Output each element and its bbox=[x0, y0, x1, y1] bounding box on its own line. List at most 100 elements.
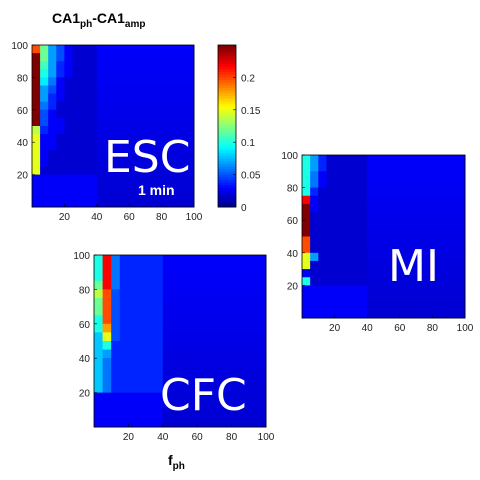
mi-heat-cell bbox=[342, 277, 352, 286]
mi-heat-cell bbox=[424, 244, 433, 254]
esc-heat-cell bbox=[104, 69, 114, 78]
esc-heat-cell bbox=[185, 150, 195, 159]
esc-heat-cell bbox=[121, 182, 130, 192]
cfc-heat-cell bbox=[188, 298, 198, 308]
esc-heat-cell bbox=[137, 53, 146, 62]
mi-heat-cell bbox=[448, 195, 458, 205]
mi-heat-cell bbox=[424, 269, 433, 278]
colorbar-segment bbox=[218, 66, 236, 70]
cfc-heat-cell bbox=[205, 375, 215, 385]
mi-heat-cell bbox=[383, 277, 393, 286]
cfc-heat-cell bbox=[231, 280, 241, 290]
mi-heat-cell bbox=[440, 301, 450, 311]
esc-heat-cell bbox=[72, 45, 82, 54]
esc-heat-cell bbox=[145, 93, 154, 103]
esc-heat-cell bbox=[96, 45, 106, 54]
colorbar-tick-label: 0.05 bbox=[241, 171, 261, 182]
mi-heat-cell bbox=[391, 252, 401, 262]
cfc-heat-cell bbox=[248, 358, 258, 368]
esc-heat-cell bbox=[64, 61, 73, 70]
cfc-heat-cell bbox=[180, 263, 190, 273]
cfc-heat-cell bbox=[248, 306, 258, 316]
mi-heat-cell bbox=[310, 187, 319, 197]
esc-heat-cell bbox=[32, 53, 41, 62]
mi-heat-cell bbox=[416, 309, 425, 319]
mi-heat-cell bbox=[383, 269, 393, 278]
mi-heat-cell bbox=[310, 285, 319, 295]
cfc-heat-cell bbox=[205, 323, 215, 333]
mi-heat-cell bbox=[416, 187, 425, 197]
mi-heat-cell bbox=[350, 187, 360, 197]
cfc-heat-cell bbox=[188, 272, 198, 282]
title-main: CA1 bbox=[52, 10, 81, 26]
esc-heat-cell bbox=[72, 134, 82, 143]
mi-heat-cell bbox=[383, 220, 393, 229]
esc-heat-cell bbox=[185, 174, 195, 184]
esc-heat-cell bbox=[161, 101, 171, 111]
cfc-heat-cell bbox=[119, 375, 129, 385]
mi-heat-cell bbox=[391, 179, 401, 189]
cfc-heat-cell bbox=[111, 298, 121, 308]
mi-heat-cell bbox=[318, 309, 327, 319]
mi-heat-cell bbox=[432, 309, 442, 319]
cfc-heat-cell bbox=[197, 366, 207, 376]
mi-heat-cell bbox=[375, 244, 384, 254]
mi-heat-cell bbox=[326, 171, 336, 180]
mi-heat-cell bbox=[359, 285, 368, 295]
cfc-heat-cell bbox=[102, 341, 112, 351]
mi-heat-cell bbox=[359, 228, 368, 237]
esc-heat-cell bbox=[113, 150, 122, 159]
esc-heat-cell bbox=[104, 150, 114, 159]
cfc-heat-cell bbox=[111, 409, 121, 419]
mi-heat-cell bbox=[416, 155, 425, 164]
esc-heat-cell bbox=[137, 174, 146, 184]
cfc-heat-cell bbox=[231, 366, 241, 376]
esc-heat-cell bbox=[72, 117, 82, 127]
cfc-heat-cell bbox=[111, 375, 121, 385]
cfc-heat-cell bbox=[154, 315, 164, 325]
colorbar-tick-label: 0.1 bbox=[241, 138, 255, 149]
esc-heat-cell bbox=[88, 109, 98, 119]
mi-heat-cell bbox=[318, 155, 327, 164]
mi-heat-cell bbox=[318, 293, 327, 303]
mi-heat-cell bbox=[326, 301, 336, 311]
cfc-heat-cell bbox=[137, 375, 147, 385]
mi-heat-cell bbox=[383, 260, 393, 270]
esc-heat-cell bbox=[177, 150, 187, 159]
cfc-heat-cell bbox=[119, 323, 129, 333]
cfc-heat-cell bbox=[248, 418, 258, 428]
mi-heat-cell bbox=[399, 260, 409, 270]
mi-heat-cell bbox=[424, 212, 433, 221]
cfc-heat-cell bbox=[214, 306, 224, 316]
esc-heat-cell bbox=[56, 198, 65, 208]
esc-heat-cell bbox=[96, 182, 106, 192]
esc-heat-cell bbox=[161, 198, 171, 208]
mi-heat-cell bbox=[375, 293, 384, 303]
cfc-heat-cell bbox=[171, 289, 181, 299]
mi-heat-cell bbox=[416, 293, 425, 303]
mi-heat-cell bbox=[334, 195, 344, 205]
colorbar-segment bbox=[218, 155, 236, 159]
cfc-heat-cell bbox=[248, 272, 258, 282]
colorbar-segment bbox=[218, 82, 236, 86]
esc-heat-cell bbox=[64, 158, 73, 167]
cfc-heat-cell bbox=[205, 358, 215, 368]
cfc-heat-cell bbox=[180, 349, 190, 359]
esc-heat-cell bbox=[169, 142, 179, 151]
cfc-heat-cell bbox=[154, 280, 164, 290]
cfc-heat-cell bbox=[137, 323, 147, 333]
mi-heat-cell bbox=[399, 203, 409, 213]
cfc-heat-cell bbox=[111, 401, 121, 411]
esc-heat-cell bbox=[113, 117, 122, 127]
cfc-heat-cell bbox=[171, 341, 181, 351]
esc-heat-cell bbox=[177, 134, 187, 143]
esc-heat-cell bbox=[64, 166, 73, 176]
esc-heat-cell bbox=[40, 109, 49, 119]
esc-heat-cell bbox=[80, 77, 90, 86]
esc-heat-cell bbox=[121, 93, 130, 103]
colorbar-segment bbox=[218, 153, 236, 157]
esc-heat-cell bbox=[129, 134, 138, 143]
esc-heat-cell bbox=[48, 150, 57, 159]
cfc-heat-cell bbox=[145, 358, 155, 368]
